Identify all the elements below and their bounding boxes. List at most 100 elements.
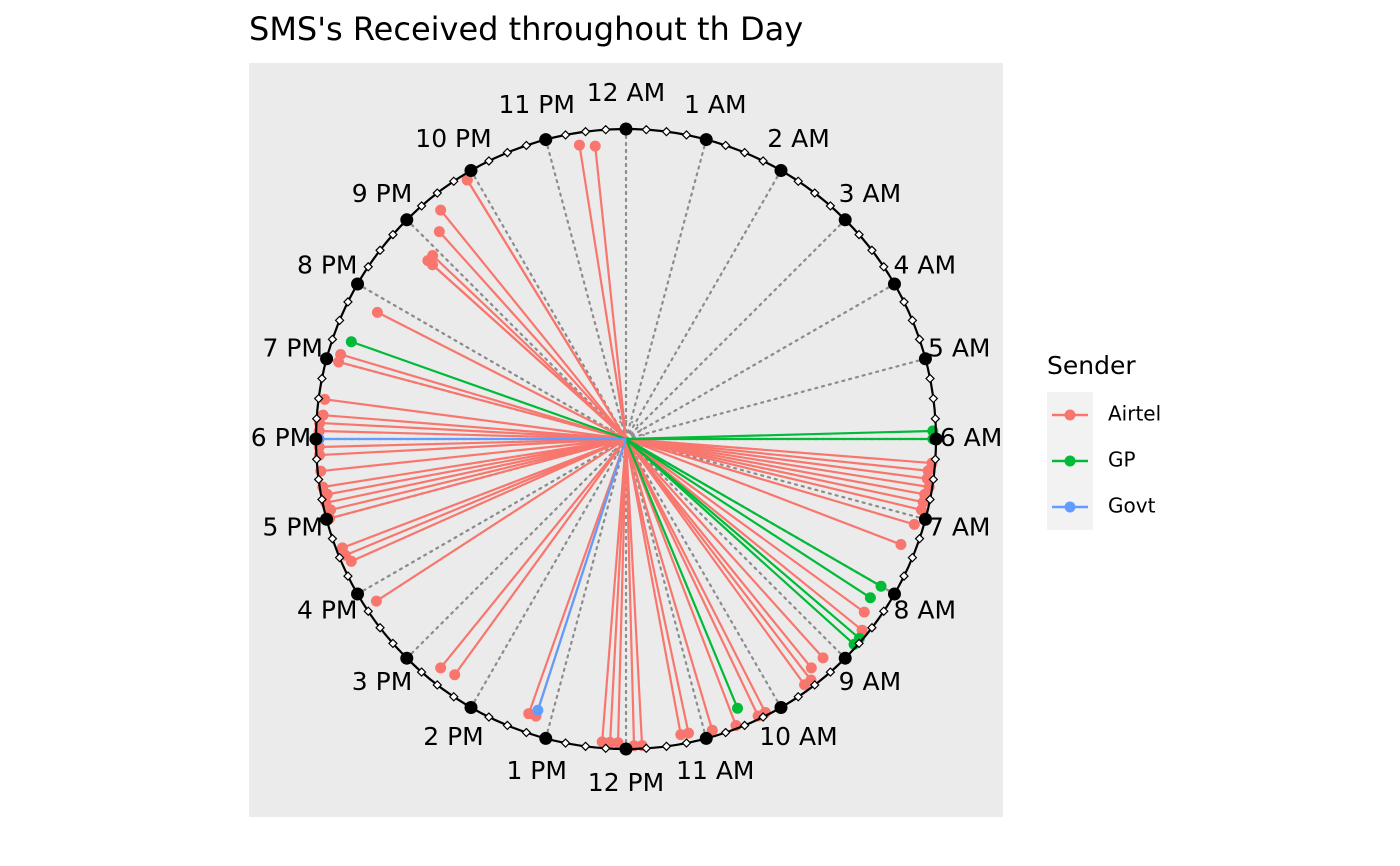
hour-dot (464, 700, 478, 714)
sms-point (325, 504, 337, 516)
sms-line (319, 437, 627, 457)
sms-line (624, 438, 714, 731)
legend-label: Govt (1108, 494, 1156, 518)
clock-ring (309, 122, 943, 756)
quarter-hour-tick (793, 691, 804, 702)
hour-label: 11 AM (676, 756, 754, 785)
sms-point (319, 393, 331, 405)
sms-line (625, 438, 812, 681)
quarter-hour-tick (432, 188, 443, 198)
sms-line (350, 437, 627, 563)
sms-line (625, 438, 806, 686)
sms-line (609, 438, 628, 743)
hour-dot (699, 133, 713, 147)
sms-point (333, 356, 345, 368)
legend-label: GP (1108, 448, 1136, 472)
hour-gridline (624, 437, 708, 740)
hour-label: 5 AM (928, 334, 991, 363)
sms-line (625, 438, 863, 632)
hour-gridline (624, 437, 847, 660)
sms-point (817, 652, 829, 664)
sms-line (319, 421, 627, 441)
sms-line (350, 340, 627, 441)
hour-gridline (356, 282, 628, 441)
hour-label: 2 AM (767, 124, 830, 153)
hour-label: 3 AM (839, 179, 902, 208)
quarter-hour-tick (914, 533, 925, 544)
quarter-hour-tick (907, 552, 918, 563)
hour-dot (774, 164, 788, 178)
hour-label: 1 PM (506, 756, 567, 785)
quarter-hour-tick (878, 261, 889, 272)
hour-gridline (356, 437, 628, 596)
hour-dot (929, 432, 943, 446)
sms-line (466, 179, 627, 440)
quarter-hour-tick (739, 720, 750, 731)
hour-dot (918, 352, 932, 366)
quarter-hour-tick (825, 201, 836, 211)
quarter-hour-tick (343, 571, 353, 581)
quarter-hour-tick (681, 738, 692, 748)
quarter-hour-tick (914, 334, 925, 345)
hour-dot (351, 277, 365, 291)
quarter-hour-tick (327, 334, 338, 345)
quarter-hour-tick (681, 130, 692, 140)
legend-items: Airtel GP Govt (1052, 402, 1161, 518)
sms-line (625, 437, 922, 511)
sms-point (435, 662, 447, 674)
quarter-hour-tick (925, 373, 935, 384)
quarter-hour-tick (899, 297, 909, 307)
hour-label: 6 AM (940, 423, 1003, 452)
quarter-hour-tick (416, 201, 427, 211)
hour-label: 8 PM (297, 251, 358, 280)
sms-point (426, 259, 438, 271)
sms-line (601, 438, 628, 742)
hour-gridline (624, 218, 847, 441)
quarter-hour-tick (854, 638, 864, 649)
sms-line (625, 437, 930, 489)
sms-line (625, 437, 925, 496)
sms-line (453, 438, 627, 676)
hour-label: 7 PM (263, 334, 324, 363)
quarter-hour-tick (375, 245, 385, 256)
sms-line (338, 360, 627, 441)
chart-title: SMS's Received throughout th Day (249, 10, 804, 48)
legend-point (1064, 501, 1076, 513)
sms-line (439, 438, 627, 669)
quarter-hour-tick (334, 315, 345, 326)
sms-point (370, 595, 382, 607)
sms-line (625, 438, 871, 599)
quarter-hour-tick (928, 393, 939, 404)
sms-point (805, 662, 817, 674)
sms-point (321, 488, 333, 500)
quarter-hour-tick (878, 606, 889, 617)
sms-line (536, 438, 628, 711)
sms-line (625, 437, 929, 472)
hour-dot (838, 651, 852, 665)
quarter-hour-tick (448, 691, 459, 702)
hour-gridline (405, 437, 628, 660)
sms-line (594, 145, 628, 440)
hour-dot (838, 213, 852, 227)
hour-gridline (469, 169, 628, 441)
sms-point (345, 336, 357, 348)
sms-point (573, 139, 585, 151)
sms-point (461, 174, 473, 186)
series-gp (345, 336, 939, 714)
quarter-hour-tick (363, 261, 374, 272)
hour-dot (774, 700, 788, 714)
hour-label: 4 AM (894, 251, 957, 280)
quarter-hour-tick (560, 130, 571, 140)
hour-dot (400, 651, 414, 665)
quarter-hour-tick (661, 741, 672, 752)
quarter-hour-tick (317, 373, 327, 384)
legend: Sender Airtel GP Govt (1047, 351, 1161, 530)
sms-line (322, 437, 627, 489)
hour-gridline (405, 218, 628, 441)
quarter-hour-tick (793, 176, 804, 187)
hour-label: 5 PM (263, 512, 324, 541)
sms-line (624, 438, 690, 734)
quarter-hour-tick (641, 743, 652, 754)
hour-label: 9 PM (352, 179, 413, 208)
sms-line (625, 438, 767, 713)
